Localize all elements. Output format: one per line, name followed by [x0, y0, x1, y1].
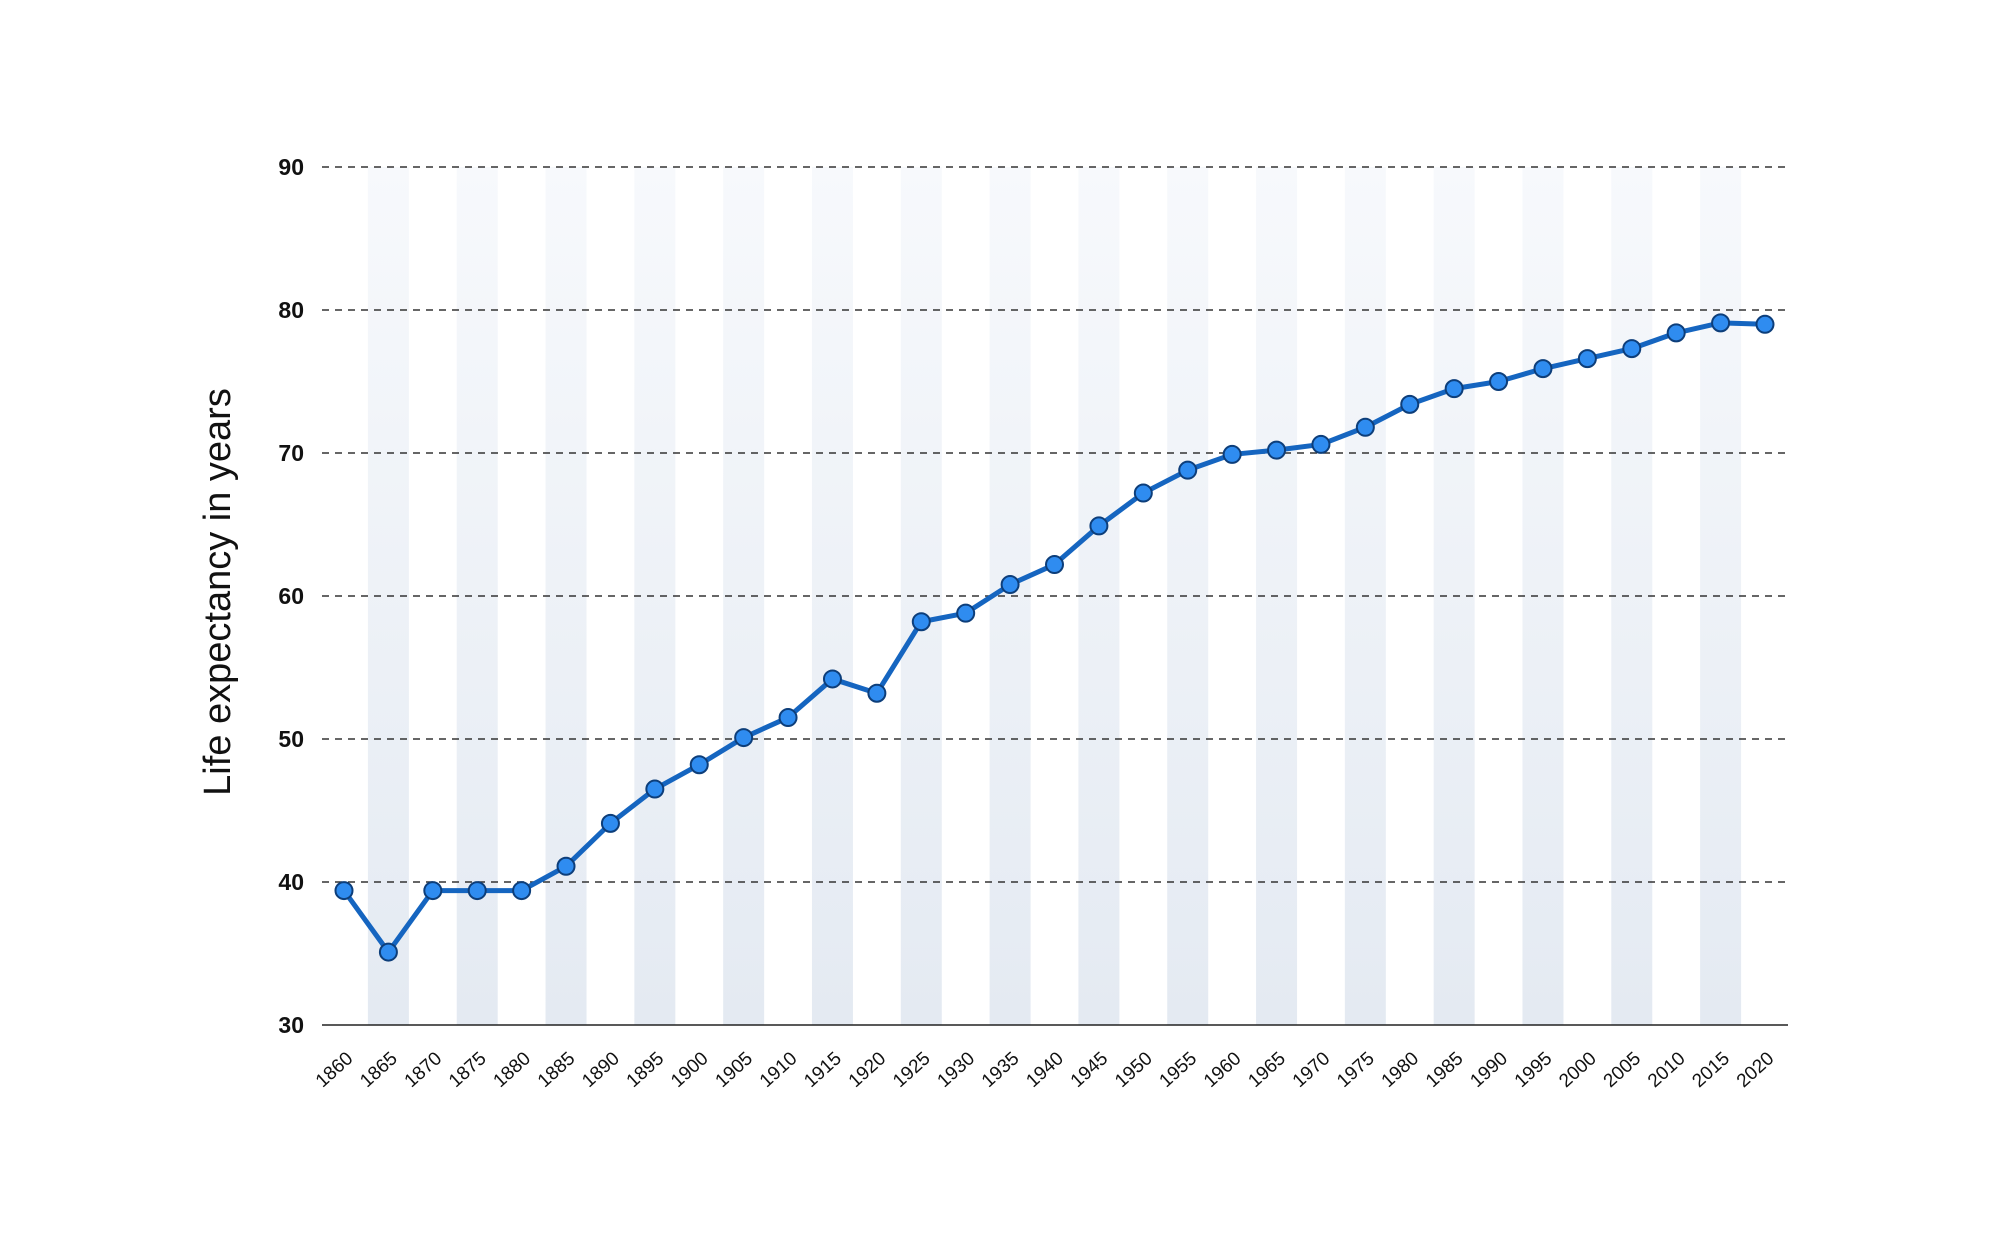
data-point	[1000, 575, 1020, 595]
data-point	[1222, 444, 1242, 464]
x-tick-label: 2015	[1688, 1048, 1733, 1092]
data-point	[645, 779, 665, 799]
data-point	[423, 881, 443, 901]
x-tick-label: 1990	[1466, 1048, 1511, 1092]
x-tick-label: 1925	[889, 1048, 934, 1092]
column-band	[1167, 167, 1209, 1025]
x-tick-label: 1905	[712, 1048, 757, 1092]
data-point	[867, 683, 887, 703]
data-point	[1355, 417, 1375, 437]
x-tick-label: 1910	[756, 1048, 801, 1092]
data-point	[1400, 394, 1420, 414]
x-tick-label: 1975	[1333, 1048, 1378, 1092]
x-tick-label: 1865	[356, 1048, 401, 1092]
x-tick-label: 1900	[667, 1048, 712, 1092]
data-point	[1267, 440, 1287, 460]
y-tick-label: 80	[278, 297, 304, 323]
data-point	[1577, 349, 1597, 369]
x-tick-label: 1870	[401, 1048, 446, 1092]
data-point	[1045, 555, 1064, 575]
data-point	[734, 728, 754, 748]
x-tick-label: 1880	[489, 1048, 534, 1092]
y-axis-ticks: 90 80 70 60 50 40 30	[278, 154, 304, 1038]
x-tick-label: 1985	[1422, 1048, 1467, 1092]
x-tick-label: 1875	[445, 1048, 490, 1092]
y-tick-label: 30	[278, 1012, 304, 1038]
x-tick-label: 1950	[1111, 1048, 1156, 1092]
gridlines	[322, 166, 1788, 883]
y-tick-label: 90	[278, 154, 304, 180]
x-tick-label: 1885	[534, 1048, 579, 1092]
data-point	[1622, 339, 1642, 359]
data-point	[1089, 516, 1109, 536]
data-point	[1133, 483, 1153, 503]
data-point	[911, 612, 931, 632]
x-tick-label: 1940	[1022, 1048, 1067, 1092]
x-tick-label: 1960	[1200, 1048, 1245, 1092]
data-point	[556, 856, 576, 876]
y-tick-label: 50	[278, 726, 304, 752]
x-tick-label: 1895	[623, 1048, 668, 1092]
data-point	[1178, 460, 1198, 480]
x-tick-label: 1955	[1156, 1048, 1201, 1092]
column-band	[1078, 167, 1120, 1025]
x-tick-label: 1915	[800, 1048, 845, 1092]
x-tick-label: 2010	[1644, 1048, 1689, 1092]
y-tick-label: 40	[278, 869, 304, 895]
data-point	[1711, 313, 1731, 333]
column-band	[634, 167, 676, 1025]
y-axis-label: Life expectancy in years	[197, 388, 239, 796]
data-point	[1533, 359, 1553, 379]
data-point	[1755, 314, 1775, 334]
y-tick-label: 70	[278, 440, 304, 466]
x-tick-label: 2005	[1600, 1048, 1645, 1092]
data-point	[512, 881, 532, 901]
data-point	[956, 603, 976, 623]
x-tick-label: 1935	[978, 1048, 1023, 1092]
column-band	[1522, 167, 1564, 1025]
column-band	[545, 167, 587, 1025]
data-point	[1666, 323, 1686, 343]
data-point	[378, 942, 398, 962]
x-tick-label: 1970	[1289, 1048, 1334, 1092]
data-point	[334, 881, 354, 901]
data-point	[1311, 434, 1331, 454]
x-tick-label: 2020	[1733, 1048, 1778, 1092]
x-tick-label: 1965	[1244, 1048, 1289, 1092]
x-tick-label: 1890	[578, 1048, 623, 1092]
x-tick-label: 1945	[1067, 1048, 1112, 1092]
x-tick-label: 1930	[934, 1048, 979, 1092]
column-band	[1611, 167, 1653, 1025]
x-tick-label: 1860	[312, 1048, 357, 1092]
data-point	[689, 755, 709, 775]
data-point	[822, 669, 842, 689]
data-point	[600, 813, 620, 833]
data-points	[334, 313, 1775, 962]
x-tick-label: 1995	[1511, 1048, 1556, 1092]
x-tick-label: 1920	[845, 1048, 890, 1092]
data-point	[778, 708, 798, 728]
data-point	[1489, 372, 1509, 391]
x-axis-ticks: 1860186518701875188018851890189519001905…	[312, 1048, 1778, 1092]
x-tick-label: 1980	[1378, 1048, 1423, 1092]
data-point	[1444, 379, 1464, 399]
y-tick-label: 60	[278, 583, 304, 609]
x-tick-label: 2000	[1555, 1048, 1600, 1092]
data-point	[467, 881, 487, 901]
